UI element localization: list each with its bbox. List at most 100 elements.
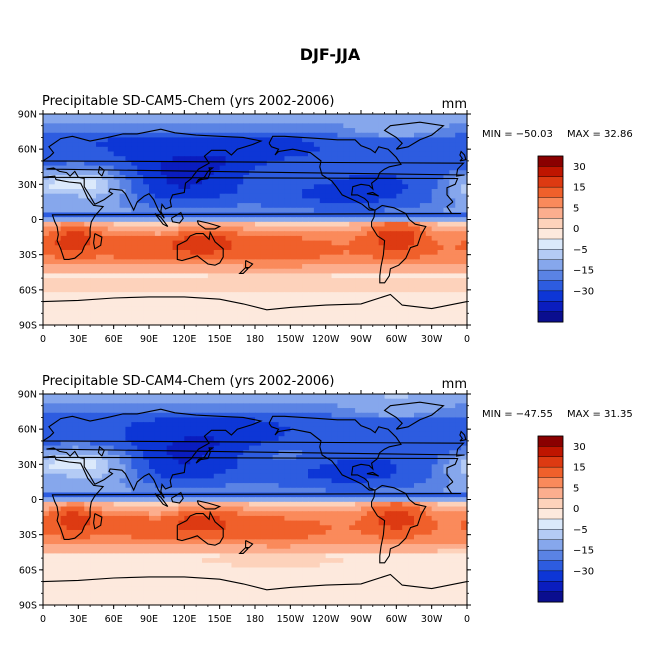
field-cell — [455, 123, 462, 129]
field-cell — [308, 128, 315, 134]
field-cell — [43, 128, 50, 134]
field-cell — [325, 146, 333, 153]
field-cell — [207, 142, 215, 148]
field-cell — [54, 179, 62, 185]
field-cell — [96, 473, 103, 479]
field-cell — [425, 165, 433, 171]
field-cell — [213, 403, 221, 409]
field-cell — [366, 394, 374, 400]
field-cell — [54, 254, 62, 260]
field-cell — [184, 440, 191, 447]
field-cell — [184, 268, 191, 275]
field-cell — [101, 179, 109, 185]
field-cell — [402, 310, 409, 317]
field-cell — [308, 189, 315, 195]
field-cell — [196, 207, 203, 214]
field-cell — [455, 278, 462, 284]
field-cell — [96, 254, 103, 260]
field-shading — [43, 114, 468, 326]
field-cell — [190, 296, 197, 303]
field-cell — [349, 226, 356, 232]
field-cell — [60, 203, 68, 209]
field-cell — [137, 165, 144, 171]
field-cell — [302, 156, 309, 162]
field-cell — [349, 245, 356, 251]
field-cell — [154, 146, 162, 153]
field-cell — [313, 287, 321, 293]
field-cell — [455, 436, 462, 442]
field-cell — [425, 464, 433, 470]
field-cell — [249, 301, 256, 307]
field-cell — [290, 245, 297, 251]
field-cell — [384, 454, 392, 461]
field-cell — [255, 189, 262, 195]
colorbar-label: 0 — [573, 224, 579, 235]
field-cell — [225, 231, 233, 237]
field-cell — [366, 123, 374, 129]
field-cell — [125, 403, 132, 409]
field-cell — [419, 259, 427, 265]
field-cell — [243, 151, 250, 157]
field-cell — [290, 235, 297, 242]
field-cell — [154, 170, 162, 176]
field-cell — [325, 184, 333, 190]
field-cell — [378, 487, 386, 494]
field-cell — [243, 473, 250, 479]
field-cell — [160, 118, 168, 124]
field-cell — [419, 292, 427, 298]
field-cell — [160, 193, 168, 199]
field-cell — [137, 403, 144, 409]
field-cell — [396, 151, 403, 157]
coastline — [41, 128, 465, 219]
field-cell — [396, 315, 403, 321]
field-cell — [213, 156, 221, 162]
field-cell — [225, 198, 233, 204]
field-cell — [202, 394, 209, 400]
field-cell — [408, 174, 415, 181]
field-cell — [178, 273, 185, 279]
field-cell — [207, 487, 215, 494]
field-cell — [90, 189, 97, 195]
field-cell — [101, 278, 109, 284]
field-cell — [166, 212, 174, 218]
field-cell — [178, 445, 185, 451]
field-cell — [172, 292, 180, 298]
field-cell — [455, 156, 462, 162]
field-cell — [313, 310, 321, 317]
field-cell — [355, 459, 362, 465]
field-cell — [308, 310, 315, 317]
field-cell — [231, 198, 238, 204]
field-cell — [425, 469, 433, 475]
field-cell — [313, 398, 321, 404]
field-cell — [361, 445, 368, 451]
field-cell — [207, 296, 215, 303]
field-cell — [384, 268, 392, 275]
field-cell — [443, 487, 450, 494]
field-cell — [272, 189, 280, 195]
field-cell — [101, 217, 109, 223]
field-cell — [437, 464, 445, 470]
field-cell — [72, 207, 79, 214]
field-cell — [284, 245, 291, 251]
field-cell — [372, 221, 380, 228]
field-cell — [302, 306, 309, 312]
field-cell — [113, 422, 121, 428]
field-cell — [54, 487, 62, 494]
field-cell — [319, 198, 327, 204]
field-cell — [66, 198, 74, 204]
field-cell — [431, 221, 439, 228]
field-cell — [437, 189, 445, 195]
field-cell — [48, 203, 56, 209]
field-cell — [396, 240, 403, 246]
field-cell — [166, 245, 174, 251]
field-cell — [78, 431, 85, 437]
field-cell — [414, 483, 421, 489]
field-cell — [178, 440, 185, 447]
field-cell — [90, 254, 97, 260]
field-cell — [455, 189, 462, 195]
field-cell — [196, 440, 203, 447]
field-cell — [78, 412, 85, 419]
field-cell — [408, 114, 415, 120]
field-cell — [337, 436, 344, 442]
field-cell — [308, 408, 315, 414]
